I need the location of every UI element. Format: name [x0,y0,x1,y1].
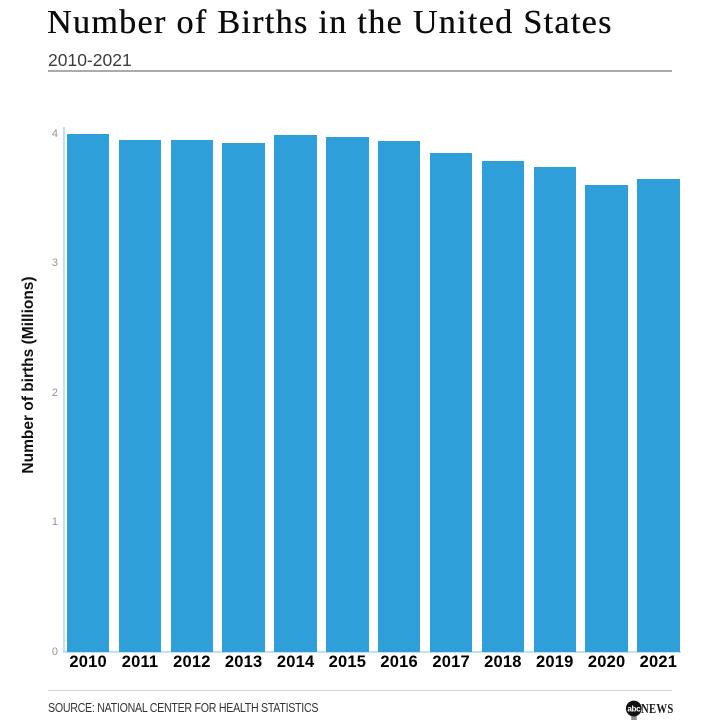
svg-text:abc: abc [627,704,641,713]
